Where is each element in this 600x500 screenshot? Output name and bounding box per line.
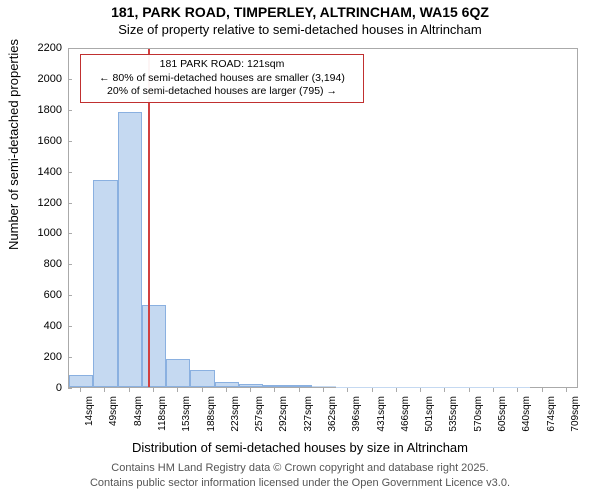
y-axis-label: Number of semi-detached properties	[6, 39, 21, 250]
x-tick-label: 362sqm	[327, 396, 338, 446]
x-tick-mark	[202, 388, 203, 392]
x-tick-mark	[566, 388, 567, 392]
x-tick-mark	[80, 388, 81, 392]
y-tick-label: 0	[28, 382, 62, 394]
x-tick-label: 49sqm	[108, 396, 119, 446]
footer-line2: Contains public sector information licen…	[0, 477, 600, 489]
histogram-bar	[288, 385, 312, 387]
x-tick-label: 223sqm	[230, 396, 241, 446]
x-tick-label: 257sqm	[254, 396, 265, 446]
histogram-bar	[93, 180, 117, 387]
x-tick-mark	[250, 388, 251, 392]
y-tick-label: 400	[28, 320, 62, 332]
annotation-line1: 181 PARK ROAD: 121sqm	[87, 58, 357, 72]
y-tick-label: 1800	[28, 104, 62, 116]
y-tick-label: 600	[28, 289, 62, 301]
y-tick-label: 2200	[28, 42, 62, 54]
annotation-line3: 20% of semi-detached houses are larger (…	[87, 85, 357, 99]
x-tick-label: 570sqm	[473, 396, 484, 446]
y-tick-label: 1600	[28, 135, 62, 147]
histogram-bar	[263, 385, 287, 387]
footer-line1: Contains HM Land Registry data © Crown c…	[0, 462, 600, 474]
histogram-bar	[118, 112, 142, 387]
x-tick-mark	[542, 388, 543, 392]
x-axis-label: Distribution of semi-detached houses by …	[0, 440, 600, 455]
y-tick-label: 1400	[28, 166, 62, 178]
x-tick-mark	[347, 388, 348, 392]
histogram-chart: 181, PARK ROAD, TIMPERLEY, ALTRINCHAM, W…	[0, 0, 600, 500]
x-tick-mark	[372, 388, 373, 392]
x-tick-label: 640sqm	[521, 396, 532, 446]
histogram-bar	[215, 382, 239, 387]
x-tick-label: 396sqm	[351, 396, 362, 446]
histogram-bar	[142, 305, 166, 387]
histogram-bar	[69, 375, 93, 387]
histogram-bar	[166, 359, 190, 387]
x-tick-mark	[517, 388, 518, 392]
x-tick-mark	[153, 388, 154, 392]
x-tick-label: 84sqm	[133, 396, 144, 446]
x-tick-mark	[396, 388, 397, 392]
y-tick-label: 200	[28, 351, 62, 363]
y-tick-label: 1200	[28, 197, 62, 209]
x-tick-label: 118sqm	[157, 396, 168, 446]
x-tick-mark	[299, 388, 300, 392]
x-tick-label: 466sqm	[400, 396, 411, 446]
x-tick-label: 153sqm	[181, 396, 192, 446]
x-tick-label: 292sqm	[278, 396, 289, 446]
histogram-bar	[239, 384, 263, 387]
histogram-bar	[190, 370, 214, 387]
x-tick-mark	[274, 388, 275, 392]
y-tick-label: 1000	[28, 227, 62, 239]
x-tick-mark	[129, 388, 130, 392]
x-tick-label: 188sqm	[206, 396, 217, 446]
x-tick-label: 535sqm	[448, 396, 459, 446]
annotation-box: 181 PARK ROAD: 121sqm ← 80% of semi-deta…	[80, 54, 364, 103]
x-tick-label: 605sqm	[497, 396, 508, 446]
histogram-bar	[312, 386, 336, 387]
x-tick-mark	[104, 388, 105, 392]
annotation-line2: ← 80% of semi-detached houses are smalle…	[87, 72, 357, 86]
x-tick-mark	[177, 388, 178, 392]
x-tick-label: 709sqm	[570, 396, 581, 446]
x-tick-mark	[493, 388, 494, 392]
chart-subtitle: Size of property relative to semi-detach…	[0, 22, 600, 37]
x-tick-label: 431sqm	[376, 396, 387, 446]
chart-title: 181, PARK ROAD, TIMPERLEY, ALTRINCHAM, W…	[0, 4, 600, 20]
x-tick-label: 327sqm	[303, 396, 314, 446]
x-tick-label: 14sqm	[84, 396, 95, 446]
x-tick-mark	[469, 388, 470, 392]
x-tick-mark	[323, 388, 324, 392]
x-tick-mark	[226, 388, 227, 392]
x-tick-label: 674sqm	[546, 396, 557, 446]
y-tick-label: 2000	[28, 73, 62, 85]
y-tick-mark	[68, 388, 72, 389]
x-tick-mark	[444, 388, 445, 392]
y-tick-label: 800	[28, 258, 62, 270]
x-tick-mark	[420, 388, 421, 392]
x-tick-label: 501sqm	[424, 396, 435, 446]
